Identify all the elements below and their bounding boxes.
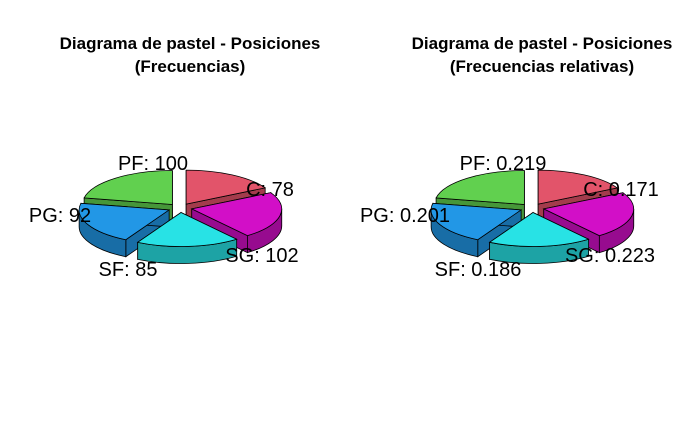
pie-label-c: C: 0.171 [583, 179, 659, 201]
pie-label-sf: SF: 0.186 [435, 259, 522, 281]
pie-label-sg: SG: 0.223 [565, 245, 655, 267]
pie-slice-sg [190, 192, 283, 254]
pie-slice-sf [488, 211, 590, 264]
pie-slice-top [430, 202, 523, 241]
chart-subtitle: (Frecuencias relativas) [450, 57, 634, 76]
pie-slice-top [488, 212, 590, 247]
pie-label-pg: PG: 0.201 [360, 205, 450, 227]
pie-slice-top [83, 170, 173, 205]
chart-title: Diagrama de pastel - Posiciones [412, 34, 673, 53]
pie-slice-top [542, 192, 635, 237]
pie-slice-top [190, 192, 283, 237]
pie-labels: C: 0.171 SG: 0.223 SF: 0.186 PG: 0.201 PF: 0… [360, 153, 659, 281]
pie-label-pf: PF: 0.219 [460, 153, 547, 175]
pie-slice-top [185, 169, 267, 205]
pie-slices [430, 169, 635, 264]
pie-slice-top [435, 170, 525, 205]
pie-slice-sf [136, 211, 238, 264]
pie-panel-frecuencias-relativas: Diagrama de pastel - Posiciones (Frecuen… [360, 34, 672, 281]
pie-label-sf: SF: 85 [99, 259, 158, 281]
pie-slice-top [78, 202, 171, 241]
pie-labels: C: 78 SG: 102 SF: 85 PG: 92 PF: 100 [29, 153, 299, 281]
pie-slice-top [537, 169, 619, 205]
pie-slice-top [136, 212, 238, 247]
chart-title: Diagrama de pastel - Posiciones [60, 34, 321, 53]
pie-slice-pg [430, 202, 523, 258]
pie-label-pg: PG: 92 [29, 205, 91, 227]
pie-panel-frecuencias: Diagrama de pastel - Posiciones (Frecuen… [29, 34, 321, 281]
pie-slices [78, 169, 283, 264]
pie-label-c: C: 78 [246, 179, 294, 201]
chart-subtitle: (Frecuencias) [135, 57, 246, 76]
pie-label-pf: PF: 100 [118, 153, 188, 175]
pie-label-sg: SG: 102 [225, 245, 298, 267]
